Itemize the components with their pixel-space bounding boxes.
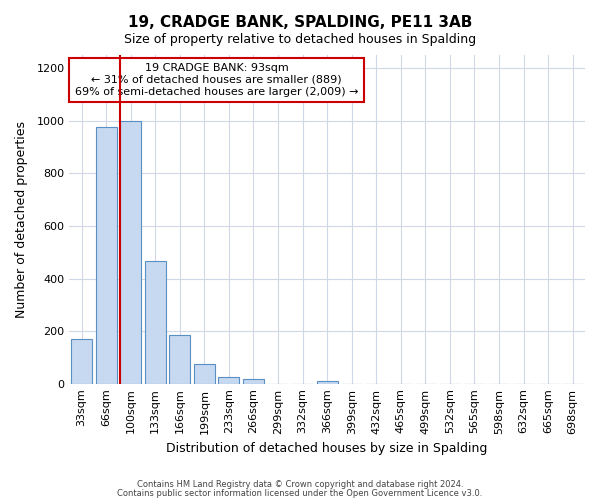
Text: 19 CRADGE BANK: 93sqm
← 31% of detached houses are smaller (889)
69% of semi-det: 19 CRADGE BANK: 93sqm ← 31% of detached … bbox=[75, 64, 358, 96]
Bar bbox=[120, 120, 141, 384]
Text: Contains HM Land Registry data © Crown copyright and database right 2024.: Contains HM Land Registry data © Crown c… bbox=[137, 480, 463, 489]
Bar bbox=[194, 364, 215, 384]
Bar bbox=[243, 379, 264, 384]
Text: 19, CRADGE BANK, SPALDING, PE11 3AB: 19, CRADGE BANK, SPALDING, PE11 3AB bbox=[128, 15, 472, 30]
Bar bbox=[169, 335, 190, 384]
X-axis label: Distribution of detached houses by size in Spalding: Distribution of detached houses by size … bbox=[166, 442, 488, 455]
Bar bbox=[317, 381, 338, 384]
Y-axis label: Number of detached properties: Number of detached properties bbox=[15, 121, 28, 318]
Text: Size of property relative to detached houses in Spalding: Size of property relative to detached ho… bbox=[124, 32, 476, 46]
Text: Contains public sector information licensed under the Open Government Licence v3: Contains public sector information licen… bbox=[118, 488, 482, 498]
Bar bbox=[145, 262, 166, 384]
Bar bbox=[71, 339, 92, 384]
Bar bbox=[96, 128, 116, 384]
Bar bbox=[218, 377, 239, 384]
